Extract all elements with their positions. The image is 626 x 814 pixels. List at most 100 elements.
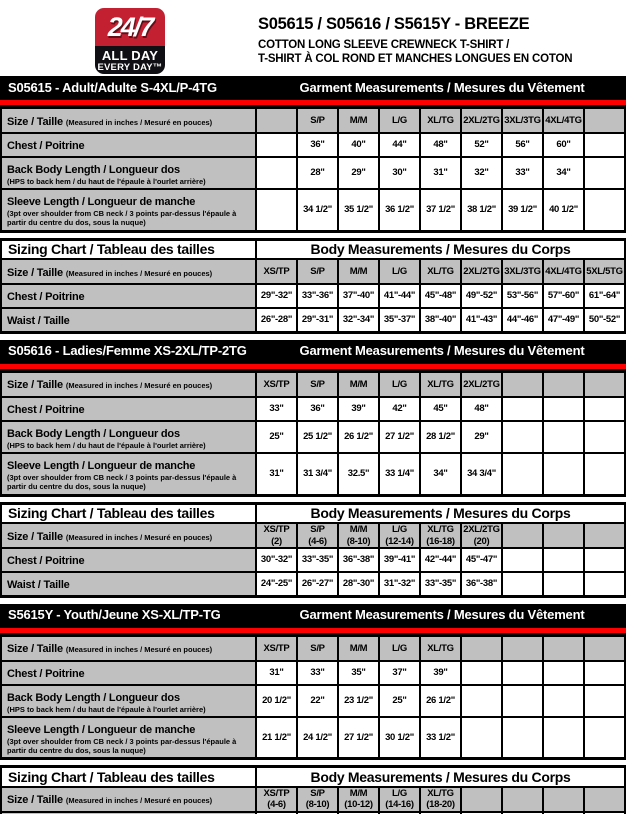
back-length-row: Back Body Length / Longueur dos (HPS to b…	[0, 683, 626, 719]
size-label: Size / Taille	[7, 266, 63, 279]
chest-range-cell: 28"-29"	[337, 810, 380, 814]
size-header-cell	[583, 785, 626, 813]
section-youth: S5615Y - Youth/Jeune XS-XL/TP-TG Garment…	[0, 603, 626, 814]
chest-range-cell	[501, 547, 544, 573]
chest-range-cell	[501, 810, 544, 814]
chest-value-cell: 35"	[337, 659, 380, 686]
chest-value-cell	[583, 395, 626, 422]
chest-range-cell: 61"-64"	[583, 283, 626, 309]
size-label-cell: Size / Taille (Measured in inches / Mesur…	[0, 258, 257, 286]
size-header-cell: 2XL/2TG (20)	[460, 522, 503, 549]
chest-range-cell: 30"-31"	[378, 810, 421, 814]
size-header-cell	[542, 785, 585, 813]
sleeve-length-value-cell: 34 3/4"	[460, 452, 503, 496]
waist-label: Waist / Taille	[7, 578, 70, 591]
back-length-note: (HPS to back hem / du haut de l'épaule à…	[7, 704, 206, 714]
chest-value-cell: 37"	[378, 659, 421, 686]
size-header-cell: L/G	[378, 258, 421, 286]
sleeve-length-value-cell: 34 1/2"	[296, 188, 339, 233]
sleeve-length-value-cell	[583, 188, 626, 233]
section-title: S05615 - Adult/Adulte S-4XL/P-4TG	[8, 79, 217, 95]
size-header-cell	[542, 370, 585, 398]
chest-range-cell	[460, 810, 503, 814]
sleeve-length-label-cell: Sleeve Length / Longueur de manche (3pt o…	[0, 188, 257, 233]
size-note: (Measured in inches / Mesuré en pouces)	[65, 645, 213, 655]
size-header-cell	[583, 370, 626, 398]
waist-range-cell: 47"-49"	[542, 306, 585, 334]
size-header-cell: XL/TG (18-20)	[419, 785, 462, 813]
body-measurements-heading: Body Measurements / Mesures du Corps	[255, 502, 626, 524]
back-length-row: Back Body Length / Longueur dos (HPS to b…	[0, 419, 626, 455]
size-header-cell: M/M	[337, 107, 380, 134]
sleeve-length-row: Sleeve Length / Longueur de manche (3pt o…	[0, 716, 626, 760]
size-header-cell: XL/TG	[419, 258, 462, 286]
size-header-cell: S/P (4-6)	[296, 522, 339, 549]
back-length-label-cell: Back Body Length / Longueur dos (HPS to b…	[0, 683, 257, 719]
sizing-chart-header-row: Sizing Chart / Tableau des tailles Body …	[0, 238, 626, 261]
chest-value-cell: 60"	[542, 132, 585, 158]
logo-black-panel: ALL DAY EVERY DAY™	[95, 46, 165, 74]
size-header-cell: XL/TG (16-18)	[419, 522, 462, 549]
size-header-cell: XL/TG	[419, 107, 462, 134]
size-label-cell: Size / Taille (Measured in inches / Mesur…	[0, 785, 257, 813]
size-header-cell: XS/TP (4-6)	[255, 785, 298, 813]
back-length-value-cell	[460, 683, 503, 719]
back-length-value-cell: 22"	[296, 683, 339, 719]
chest-value-cell: 44"	[378, 132, 421, 158]
waist-label-cell: Waist / Taille	[0, 306, 257, 334]
chest-value-cell	[583, 659, 626, 686]
size-header-cell: 5XL/5TG	[583, 258, 626, 286]
sleeve-length-value-cell: 35 1/2"	[337, 188, 380, 233]
size-header-cell	[501, 785, 544, 813]
chest-range-cell	[542, 547, 585, 573]
chest-range-row: Chest / Poitrine 29"-32" 33"-36" 37"-40" 41…	[0, 283, 626, 309]
back-length-value-cell	[501, 683, 544, 719]
size-header-cell: L/G (12-14)	[378, 522, 421, 549]
size-label-cell: Size / Taille (Measured in inches / Mesur…	[0, 370, 257, 398]
chest-value-cell: 42"	[378, 395, 421, 422]
waist-range-cell: 44"-46"	[501, 306, 544, 334]
size-header-cell	[501, 370, 544, 398]
body-measurements-heading: Body Measurements / Mesures du Corps	[255, 238, 626, 261]
section-title: S05616 - Ladies/Femme XS-2XL/TP-2TG	[8, 343, 247, 359]
sleeve-length-value-cell: 30 1/2"	[378, 716, 421, 760]
sleeve-length-value-cell: 33 1/2"	[419, 716, 462, 760]
chest-row: Chest / Poitrine 31" 33" 35" 37" 39"	[0, 659, 626, 686]
chest-range-cell: 33"-35"	[296, 547, 339, 573]
chest-range-cell: 42"-44"	[419, 547, 462, 573]
chest-value-cell: 39"	[419, 659, 462, 686]
logo-all-day-text: ALL DAY	[101, 48, 159, 63]
back-length-value-cell: 20 1/2"	[255, 683, 298, 719]
sleeve-length-label: Sleeve Length / Longueur de manche	[7, 196, 196, 209]
size-header-cell: M/M	[337, 634, 380, 662]
sleeve-length-value-cell	[583, 452, 626, 496]
waist-range-cell: 26"-27"	[296, 570, 339, 598]
waist-range-cell: 35"-37"	[378, 306, 421, 334]
chest-label: Chest / Poitrine	[7, 555, 85, 567]
page-title: S05615 / S05616 / S5615Y - BREEZE	[258, 15, 530, 33]
size-header-cell: 4XL/4TG	[542, 107, 585, 134]
chest-label: Chest / Poitrine	[7, 667, 85, 680]
back-length-value-cell: 30"	[378, 155, 421, 191]
back-length-value-cell: 29"	[337, 155, 380, 191]
back-length-label-cell: Back Body Length / Longueur dos (HPS to b…	[0, 155, 257, 191]
size-header-cell: L/G (14-16)	[378, 785, 421, 813]
size-header-cell: S/P	[296, 634, 339, 662]
size-header-row: Size / Taille (Measured in inches / Mesur…	[0, 370, 626, 398]
size-note: (Measured in inches / Mesuré en pouces)	[65, 381, 213, 391]
sleeve-length-value-cell: 21 1/2"	[255, 716, 298, 760]
size-header-row: Size / Taille (Measured in inches / Mesur…	[0, 634, 626, 662]
sleeve-length-value-cell	[583, 716, 626, 760]
chest-value-cell: 48"	[460, 395, 503, 422]
chest-range-cell: 24"-25"	[255, 810, 298, 814]
size-header-cell: 3XL/3TG	[501, 258, 544, 286]
garment-measurements-heading: Garment Measurements / Mesures du Vêteme…	[299, 343, 585, 359]
sizing-chart-header-row: Sizing Chart / Tableau des tailles Body …	[0, 765, 626, 788]
waist-range-cell	[542, 570, 585, 598]
size-header-cell: S/P (8-10)	[296, 785, 339, 813]
back-length-label: Back Body Length / Longueur dos	[7, 691, 180, 704]
waist-label: Waist / Taille	[7, 315, 70, 327]
chest-label-cell: Chest / Poitrine	[0, 395, 257, 422]
chest-value-cell: 40"	[337, 132, 380, 158]
sleeve-length-value-cell: 36 1/2"	[378, 188, 421, 233]
